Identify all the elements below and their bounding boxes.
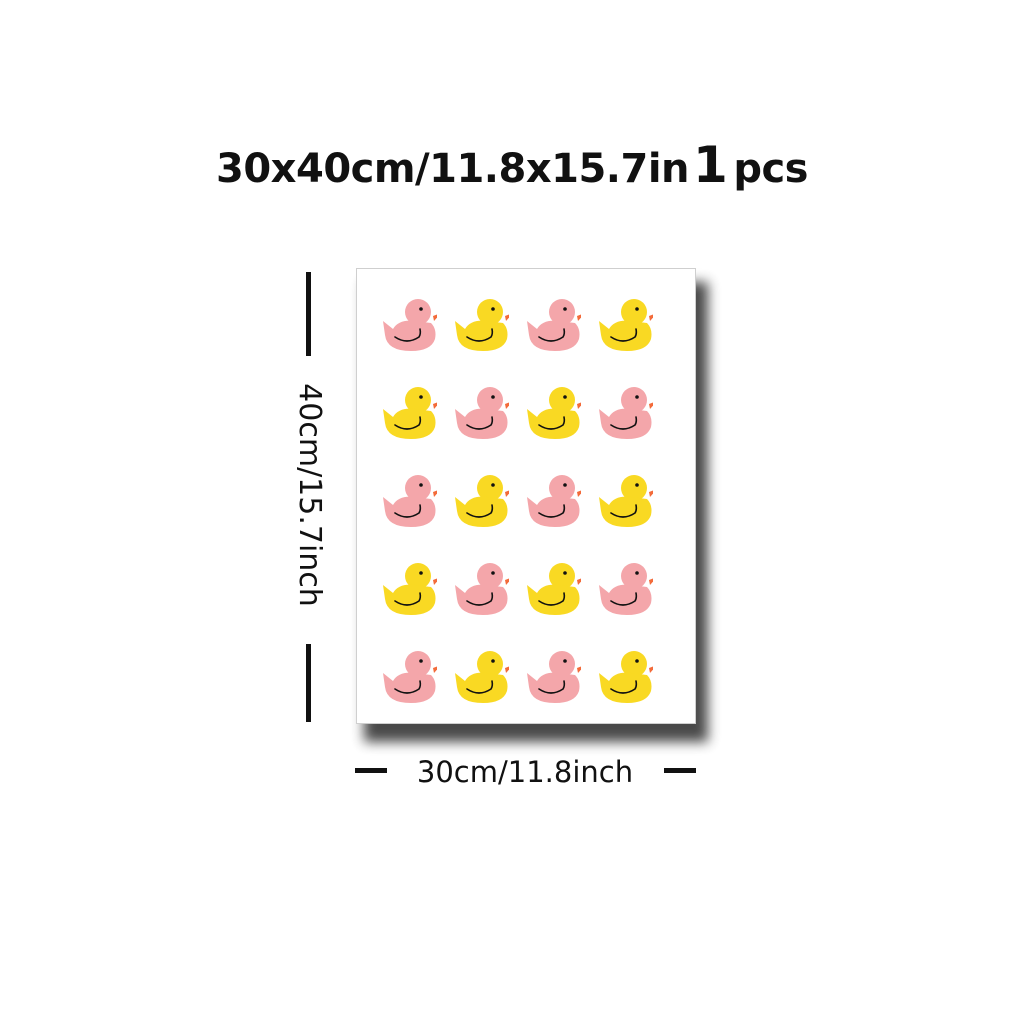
duck-poster	[356, 268, 696, 724]
yellow-duck-sticker	[597, 643, 653, 705]
width-dimension-line-left	[355, 768, 387, 773]
pink-duck-sticker	[525, 291, 581, 353]
height-dimension-label: 40cm/15.7inch	[292, 383, 327, 607]
pink-duck-sticker	[453, 555, 509, 617]
quantity-number: 1	[693, 136, 728, 194]
pink-duck-sticker	[381, 291, 437, 353]
yellow-duck-sticker	[453, 467, 509, 529]
height-dimension-line-top	[306, 272, 311, 356]
pink-duck-sticker	[525, 643, 581, 705]
yellow-duck-sticker	[525, 379, 581, 441]
yellow-duck-sticker	[453, 291, 509, 353]
yellow-duck-sticker	[453, 643, 509, 705]
height-dimension-line-bottom	[306, 644, 311, 722]
pink-duck-sticker	[597, 379, 653, 441]
duck-grid	[381, 291, 653, 705]
size-text: 30x40cm/11.8x15.7in	[216, 146, 690, 192]
pink-duck-sticker	[597, 555, 653, 617]
product-size-title: 30x40cm/11.8x15.7in1 pcs	[0, 140, 1024, 194]
quantity-unit: pcs	[733, 146, 808, 192]
yellow-duck-sticker	[597, 291, 653, 353]
pink-duck-sticker	[453, 379, 509, 441]
yellow-duck-sticker	[597, 467, 653, 529]
pink-duck-sticker	[381, 643, 437, 705]
width-dimension-line-right	[664, 768, 696, 773]
pink-duck-sticker	[381, 467, 437, 529]
pink-duck-sticker	[525, 467, 581, 529]
yellow-duck-sticker	[525, 555, 581, 617]
yellow-duck-sticker	[381, 379, 437, 441]
width-dimension-label: 30cm/11.8inch	[416, 755, 634, 789]
yellow-duck-sticker	[381, 555, 437, 617]
